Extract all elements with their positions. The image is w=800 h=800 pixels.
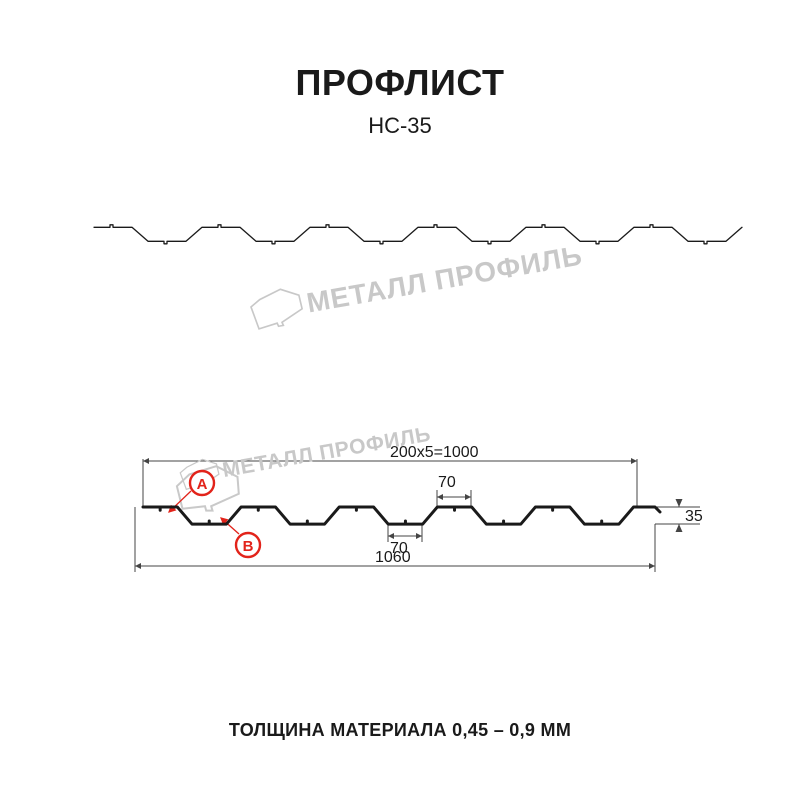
svg-text:B: B [243, 538, 254, 555]
svg-text:A: A [197, 476, 208, 493]
svg-text:35: 35 [685, 508, 703, 525]
svg-text:70: 70 [390, 540, 408, 557]
svg-text:70: 70 [438, 474, 456, 491]
